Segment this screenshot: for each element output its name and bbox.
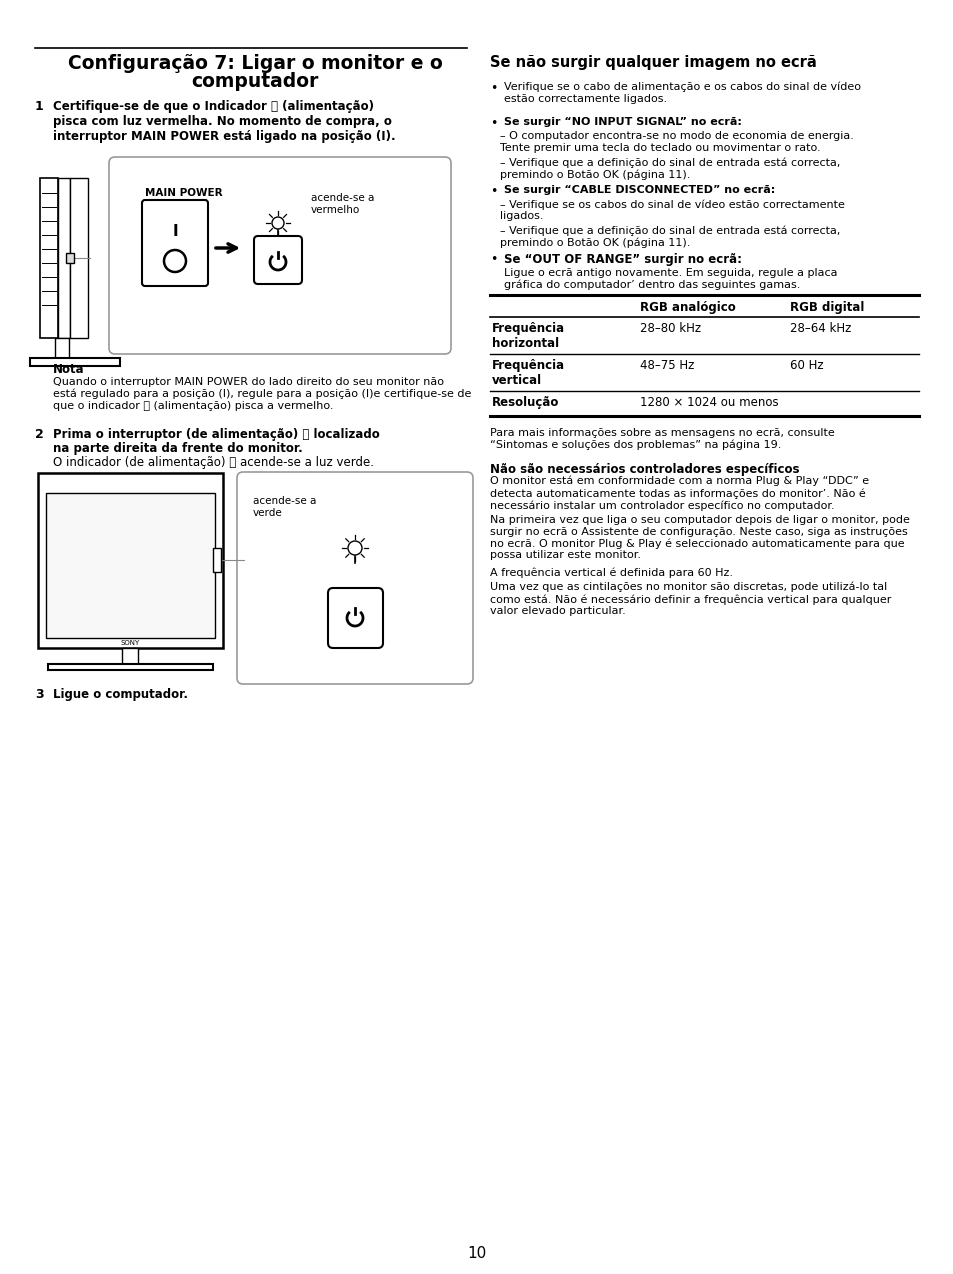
- Text: Para mais informações sobre as mensagens no ecrã, consulte
“Sintomas e soluções : Para mais informações sobre as mensagens…: [490, 428, 834, 450]
- Text: •: •: [490, 117, 497, 130]
- Bar: [30, 358, 120, 366]
- Bar: [122, 648, 138, 666]
- Text: vermelho: vermelho: [311, 205, 360, 215]
- Text: Nota: Nota: [53, 363, 85, 376]
- Text: Se “OUT OF RANGE” surgir no ecrã:: Se “OUT OF RANGE” surgir no ecrã:: [503, 254, 741, 266]
- Text: O monitor está em conformidade com a norma Plug & Play “DDC” e
detecta automatic: O monitor está em conformidade com a nor…: [490, 476, 868, 511]
- Bar: [46, 493, 214, 638]
- Text: Se surgir “CABLE DISCONNECTED” no ecrã:: Se surgir “CABLE DISCONNECTED” no ecrã:: [503, 185, 775, 195]
- Text: Quando o interruptor MAIN POWER do lado direito do seu monitor não
está regulado: Quando o interruptor MAIN POWER do lado …: [53, 377, 471, 410]
- Text: RGB digital: RGB digital: [789, 301, 863, 313]
- Text: •: •: [490, 82, 497, 96]
- Text: A frequência vertical é definida para 60 Hz.: A frequência vertical é definida para 60…: [490, 568, 732, 578]
- Text: RGB analógico: RGB analógico: [639, 301, 735, 313]
- Text: Frequência
vertical: Frequência vertical: [492, 359, 564, 387]
- Text: SONY: SONY: [120, 640, 139, 646]
- Text: 1280 × 1024 ou menos: 1280 × 1024 ou menos: [639, 396, 778, 409]
- FancyBboxPatch shape: [142, 200, 208, 285]
- Bar: [58, 178, 70, 338]
- Text: 48–75 Hz: 48–75 Hz: [639, 359, 694, 372]
- Text: Certifique-se de que o Indicador ⏻ (alimentação)
pisca com luz vermelha. No mome: Certifique-se de que o Indicador ⏻ (alim…: [53, 99, 395, 143]
- Text: – Verifique que a definição do sinal de entrada está correcta,
premindo o Botão : – Verifique que a definição do sinal de …: [499, 225, 840, 247]
- Text: acende-se a: acende-se a: [311, 192, 374, 203]
- Text: – Verifique se os cabos do sinal de vídeo estão correctamente
ligados.: – Verifique se os cabos do sinal de víde…: [499, 199, 844, 222]
- Text: I: I: [172, 223, 177, 238]
- FancyBboxPatch shape: [236, 471, 473, 684]
- Text: – Verifique que a definição do sinal de entrada está correcta,
premindo o Botão : – Verifique que a definição do sinal de …: [499, 157, 840, 180]
- Text: computador: computador: [192, 73, 318, 90]
- Bar: [213, 548, 221, 572]
- Text: O indicador (de alimentação) ⏻ acende-se a luz verde.: O indicador (de alimentação) ⏻ acende-se…: [53, 456, 374, 469]
- Text: 1: 1: [35, 99, 44, 113]
- Text: Uma vez que as cintilações no monitor são discretas, pode utilizá-lo tal
como es: Uma vez que as cintilações no monitor sã…: [490, 582, 890, 617]
- Text: 3: 3: [35, 688, 44, 701]
- Text: Prima o interruptor (de alimentação) ⏻ localizado: Prima o interruptor (de alimentação) ⏻ l…: [53, 428, 379, 441]
- Bar: [38, 473, 223, 648]
- Text: Se não surgir qualquer imagem no ecrã: Se não surgir qualquer imagem no ecrã: [490, 55, 816, 70]
- FancyBboxPatch shape: [328, 589, 382, 648]
- Text: 28–80 kHz: 28–80 kHz: [639, 322, 700, 335]
- Text: Ligue o ecrã antigo novamente. Em seguida, regule a placa
gráfica do computador’: Ligue o ecrã antigo novamente. Em seguid…: [503, 268, 837, 290]
- Text: – O computador encontra-se no modo de economia de energia.
Tente premir uma tecl: – O computador encontra-se no modo de ec…: [499, 131, 853, 153]
- Bar: [55, 338, 69, 358]
- Text: •: •: [490, 254, 497, 266]
- Text: Na primeira vez que liga o seu computador depois de ligar o monitor, pode
surgir: Na primeira vez que liga o seu computado…: [490, 515, 909, 561]
- Text: Ligue o computador.: Ligue o computador.: [53, 688, 188, 701]
- Text: 2: 2: [35, 428, 44, 441]
- Text: Frequência
horizontal: Frequência horizontal: [492, 322, 564, 350]
- Text: na parte direita da frente do monitor.: na parte direita da frente do monitor.: [53, 442, 302, 455]
- FancyBboxPatch shape: [109, 157, 451, 354]
- Text: Se surgir “NO INPUT SIGNAL” no ecrã:: Se surgir “NO INPUT SIGNAL” no ecrã:: [503, 117, 741, 127]
- Text: acende-se a: acende-se a: [253, 496, 316, 506]
- Bar: [48, 664, 213, 670]
- Bar: [40, 178, 58, 338]
- Text: 28–64 kHz: 28–64 kHz: [789, 322, 850, 335]
- FancyBboxPatch shape: [253, 236, 302, 284]
- Bar: [66, 254, 74, 262]
- Text: Verifique se o cabo de alimentação e os cabos do sinal de vídeo
estão correctame: Verifique se o cabo de alimentação e os …: [503, 82, 861, 104]
- Text: 10: 10: [467, 1246, 486, 1261]
- Text: Configuração 7: Ligar o monitor e o: Configuração 7: Ligar o monitor e o: [68, 54, 442, 73]
- Text: Resolução: Resolução: [492, 396, 558, 409]
- Text: verde: verde: [253, 508, 282, 519]
- Text: 60 Hz: 60 Hz: [789, 359, 822, 372]
- Text: •: •: [490, 185, 497, 197]
- Text: Não são necessários controladores específicos: Não são necessários controladores especí…: [490, 462, 799, 476]
- Text: MAIN POWER: MAIN POWER: [145, 189, 222, 197]
- Bar: [70, 178, 88, 338]
